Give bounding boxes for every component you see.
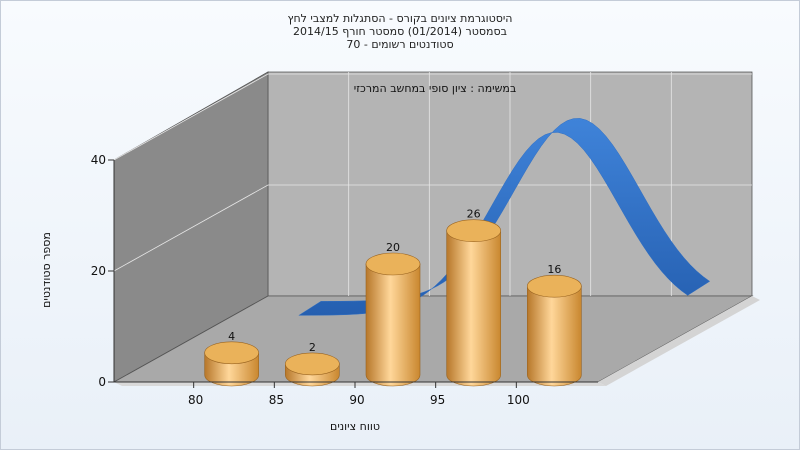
bar [365,252,421,387]
bar [204,341,259,387]
chart-title-line-3: סטודנטים רשומים - 70 [346,38,454,51]
x-tick-labels: 80 85 90 95 100 [188,382,530,407]
front-edge [114,382,606,386]
bar [527,274,582,387]
x-tick-label: 95 [430,393,445,407]
x-tick-label: 90 [349,393,364,407]
y-tick-label: 40 [91,153,106,167]
bar-data-label: 20 [386,241,400,254]
y-tick-label: 20 [91,264,106,278]
bar [285,352,340,387]
x-tick-label: 100 [507,393,530,407]
bar-data-label: 4 [228,330,235,343]
chart-title-line-2: בסמסטר (01/2014) סמסטר חורף 2014/15 [293,25,507,38]
x-tick-label: 80 [188,393,203,407]
y-tick-labels: 0 20 40 [91,153,114,389]
bar-data-label: 26 [467,208,481,221]
distribution-curve [298,118,711,316]
right-edge [598,296,760,386]
chart-title-line-1: היסטוגרמת ציונים בקורס - הסתגלות למצבי ל… [287,12,513,25]
y-axis-title: מספר סטודנטים [40,232,53,308]
bar-data-label: 2 [309,341,316,354]
x-tick-label: 85 [269,393,284,407]
bar-data-label: 16 [547,263,561,276]
y-tick-label: 0 [98,375,106,389]
bar-series: 4 2 20 26 16 [204,208,582,387]
x-axis-title: טווח ציונים [330,420,380,433]
chart-subtitle: במשימה : ציון סופי במחשב המרכזי [354,82,517,95]
bar [446,219,501,387]
